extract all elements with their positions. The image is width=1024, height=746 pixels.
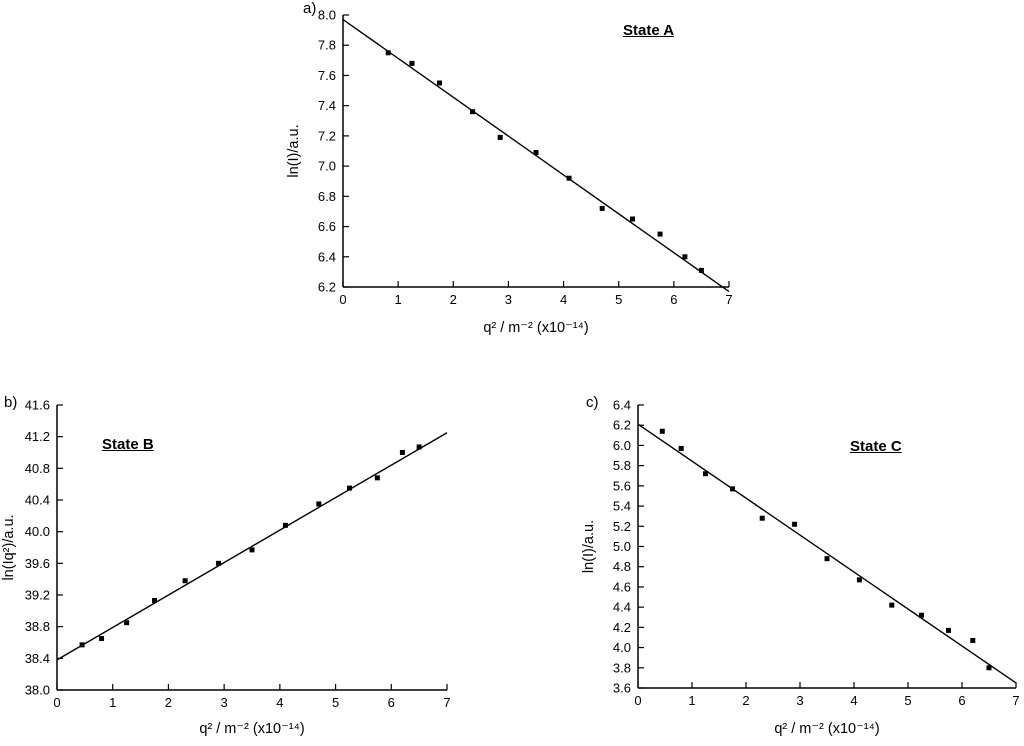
- svg-text:1: 1: [395, 292, 402, 307]
- svg-text:5: 5: [332, 695, 339, 710]
- svg-text:ln(Iq²)/a.u.: ln(Iq²)/a.u.: [1, 514, 17, 580]
- panel-c: c) State C 3.6 3.8 4.0 4.2 4.4 4.6 4.8 5.0 5.2 5.…: [580, 390, 1024, 746]
- state-c-title: State C: [850, 438, 902, 455]
- svg-text:39.6: 39.6: [25, 556, 50, 571]
- svg-text:0: 0: [634, 693, 641, 708]
- svg-text:5.4: 5.4: [613, 499, 631, 514]
- svg-text:7.6: 7.6: [318, 68, 336, 83]
- svg-text:1: 1: [688, 693, 695, 708]
- svg-text:2: 2: [742, 693, 749, 708]
- svg-text:6: 6: [670, 292, 677, 307]
- svg-text:38.0: 38.0: [25, 683, 50, 698]
- state-b-title: State B: [102, 436, 154, 453]
- svg-text:6.0: 6.0: [613, 438, 631, 453]
- svg-text:6.6: 6.6: [318, 219, 336, 234]
- state-a-title: State A: [623, 22, 675, 39]
- svg-text:39.2: 39.2: [25, 588, 50, 603]
- svg-text:4.0: 4.0: [613, 640, 631, 655]
- svg-text:38.4: 38.4: [25, 651, 50, 666]
- svg-text:5.8: 5.8: [613, 458, 631, 473]
- svg-text:7.8: 7.8: [318, 38, 336, 53]
- svg-text:5.0: 5.0: [613, 539, 631, 554]
- svg-text:3: 3: [221, 695, 228, 710]
- panel-label-b: b): [4, 394, 18, 411]
- svg-text:2: 2: [450, 292, 457, 307]
- svg-text:7: 7: [1012, 693, 1019, 708]
- state-b-chart: 38.0 38.4 38.8 39.2 39.6 40.0 40.4 40.8 41.2 41.6…: [1, 398, 451, 738]
- svg-text:4.6: 4.6: [613, 579, 631, 594]
- svg-text:7.2: 7.2: [318, 128, 336, 143]
- svg-text:4.2: 4.2: [613, 620, 631, 635]
- state-a-chart: 6.2 6.4 6.6 6.8 7.0 7.2 7.4 7.6 7.8 8.0 0 1 2 3 4 5 6 7 q²…: [286, 8, 733, 337]
- panel-label-a: a): [303, 0, 317, 17]
- svg-text:6.4: 6.4: [318, 249, 336, 264]
- svg-text:6.2: 6.2: [318, 280, 336, 295]
- svg-text:4: 4: [850, 693, 857, 708]
- svg-text:40.8: 40.8: [25, 461, 50, 476]
- panel-a: a) State A 6.2 6.4 6.6 6.8 7.0 7.2 7.4 7.6 7.8 8.…: [285, 0, 745, 345]
- svg-text:41.6: 41.6: [25, 398, 50, 413]
- svg-text:4.4: 4.4: [613, 600, 631, 615]
- svg-text:4: 4: [276, 695, 283, 710]
- svg-text:0: 0: [339, 292, 346, 307]
- svg-text:4: 4: [560, 292, 567, 307]
- svg-text:5: 5: [615, 292, 622, 307]
- svg-text:3: 3: [796, 693, 803, 708]
- svg-text:3.8: 3.8: [613, 660, 631, 675]
- svg-text:5.2: 5.2: [613, 519, 631, 534]
- svg-text:6.8: 6.8: [318, 189, 336, 204]
- svg-text:q² / m⁻² (x10⁻¹⁴): q² / m⁻² (x10⁻¹⁴): [483, 320, 588, 336]
- svg-text:6: 6: [388, 695, 395, 710]
- panel-b: b) State B 38.0 38.4 38.8 39.2 39.6 40.0 40.4 4…: [0, 390, 465, 746]
- svg-text:q² / m⁻² (x10⁻¹⁴): q² / m⁻² (x10⁻¹⁴): [199, 721, 304, 737]
- svg-text:5.6: 5.6: [613, 478, 631, 493]
- svg-text:41.2: 41.2: [25, 429, 50, 444]
- svg-text:q² / m⁻² (x10⁻¹⁴): q² / m⁻² (x10⁻¹⁴): [774, 721, 879, 737]
- svg-text:8.0: 8.0: [318, 8, 336, 23]
- svg-text:7.0: 7.0: [318, 159, 336, 174]
- svg-text:40.4: 40.4: [25, 493, 50, 508]
- svg-text:4.8: 4.8: [613, 559, 631, 574]
- svg-text:3.6: 3.6: [613, 681, 631, 696]
- svg-text:7: 7: [443, 695, 450, 710]
- svg-text:3: 3: [505, 292, 512, 307]
- svg-text:40.0: 40.0: [25, 524, 50, 539]
- svg-text:5: 5: [904, 693, 911, 708]
- svg-text:6.2: 6.2: [613, 418, 631, 433]
- svg-text:7.4: 7.4: [318, 98, 336, 113]
- svg-text:38.8: 38.8: [25, 619, 50, 634]
- svg-text:ln(I)/a.u.: ln(I)/a.u.: [581, 520, 597, 573]
- svg-text:1: 1: [109, 695, 116, 710]
- svg-text:7: 7: [725, 292, 732, 307]
- svg-text:6: 6: [958, 693, 965, 708]
- svg-text:2: 2: [165, 695, 172, 710]
- svg-text:0: 0: [53, 695, 60, 710]
- svg-text:ln(I)/a.u.: ln(I)/a.u.: [286, 124, 302, 177]
- svg-text:6.4: 6.4: [613, 398, 631, 413]
- state-c-chart: 3.6 3.8 4.0 4.2 4.4 4.6 4.8 5.0 5.2 5.4 5.6 5.8 6.0 6…: [581, 398, 1020, 738]
- panel-label-c: c): [586, 394, 599, 411]
